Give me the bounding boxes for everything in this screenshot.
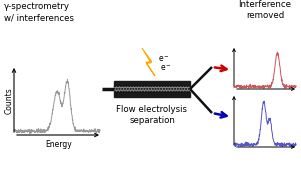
Bar	[114, 86, 190, 92]
Text: Counts: Counts	[5, 88, 14, 114]
Polygon shape	[142, 48, 155, 76]
Bar	[114, 92, 190, 97]
Text: Flow electrolysis
separation: Flow electrolysis separation	[116, 105, 188, 125]
Text: e$^-$: e$^-$	[160, 63, 172, 73]
Bar	[114, 81, 190, 86]
Text: Energy: Energy	[46, 140, 72, 149]
Text: γ-spectrometry
w/ interferences: γ-spectrometry w/ interferences	[4, 2, 74, 22]
Text: Interference
removed: Interference removed	[238, 0, 291, 20]
Text: e$^-$: e$^-$	[158, 54, 170, 64]
